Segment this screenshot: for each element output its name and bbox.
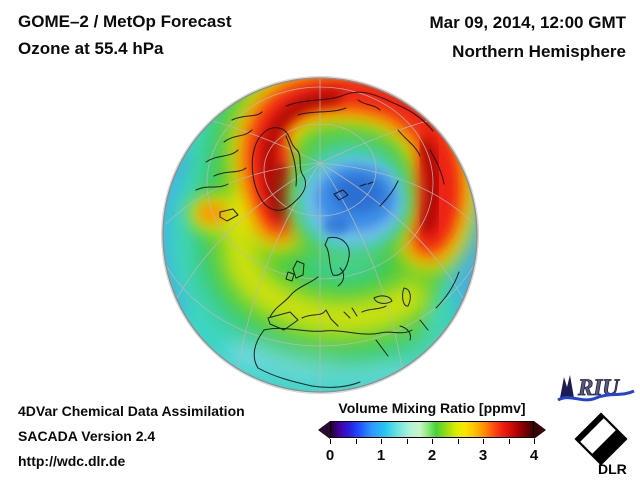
- coastline-kara-laptev: [397, 129, 445, 185]
- dlr-logo-text: DLR: [598, 461, 627, 476]
- colorbar: Volume Mixing Ratio [ppmv] 0 1 2 3 4: [318, 400, 546, 464]
- colorbar-tick-label: 0: [325, 447, 335, 464]
- coastline-greenland: [251, 127, 306, 211]
- attribution-line1: 4DVar Chemical Data Assimilation: [18, 403, 245, 419]
- attribution-block: 4DVar Chemical Data Assimilation SACADA …: [18, 399, 245, 474]
- coastlines: [195, 91, 460, 388]
- colorbar-minor-tick: [457, 439, 459, 444]
- coastline-west-europe: [269, 276, 319, 318]
- coastline-mediterranean: [301, 305, 387, 327]
- plot-subtitle: Ozone at 55.4 hPa: [18, 39, 164, 58]
- iceland-orange: [197, 201, 227, 225]
- darkred-core-right: [417, 137, 441, 235]
- colorbar-minor-tick: [381, 439, 382, 444]
- colorbar-tick-label: 2: [427, 447, 437, 464]
- yellow-band-bottom: [221, 188, 430, 337]
- coastline-novaya-zemlya: [379, 180, 399, 207]
- coastline-arabia: [375, 319, 429, 357]
- colorbar-tick-label: 4: [529, 447, 539, 464]
- colorbar-left-arrow: [318, 420, 330, 439]
- plot-datetime-block: Mar 09, 2014, 12:00 GMT Northern Hemisph…: [429, 8, 626, 66]
- coastline-svalbard: [333, 181, 374, 201]
- coastline-uk-ireland: [285, 260, 305, 282]
- ozone-field: [163, 78, 477, 392]
- coastline-siberia-alaska: [285, 91, 434, 132]
- coastline-iberia: [267, 311, 299, 331]
- riu-wave-icon: [557, 389, 635, 402]
- colorbar-gradient: [330, 421, 534, 438]
- colorbar-minor-tick: [483, 439, 484, 444]
- bottom-pale-blue-2: [280, 350, 420, 386]
- coastline-arabian-sea: [435, 271, 460, 309]
- dlr-logo: DLR: [572, 408, 628, 476]
- vortex-deep-spot: [323, 217, 349, 235]
- coastline-canadian-arctic: [195, 111, 263, 191]
- colorbar-minor-tick: [355, 439, 357, 444]
- plot-title: GOME–2 / MetOp Forecast: [18, 12, 232, 31]
- plot-title-block: GOME–2 / MetOp Forecast Ozone at 55.4 hP…: [18, 8, 232, 62]
- colorbar-right-arrow: [534, 420, 546, 439]
- colorbar-labels: 0 1 2 3 4: [326, 447, 538, 464]
- coastline-west-africa: [253, 329, 361, 388]
- globe-limb-outer: [161, 76, 479, 394]
- attribution-line2: SACADA Version 2.4: [18, 428, 156, 444]
- colorbar-minor-tick: [508, 439, 510, 444]
- attribution-url: http://wdc.dlr.de: [18, 453, 126, 469]
- riu-cathedral-icon: [560, 375, 574, 398]
- plot-region: Northern Hemisphere: [452, 42, 626, 61]
- colorbar-minor-tick: [534, 439, 535, 444]
- coastline-caspian: [402, 287, 411, 307]
- colorbar-tick-label: 3: [478, 447, 488, 464]
- dlr-symbol-outline: [574, 412, 628, 466]
- plot-datetime: Mar 09, 2014, 12:00 GMT: [429, 13, 626, 32]
- colorbar-minor-tick: [432, 439, 433, 444]
- colorbar-minor-tick: [330, 439, 331, 444]
- vortex-deep-blue: [332, 175, 384, 213]
- colorbar-ticks: [330, 439, 535, 444]
- globe-limb: [162, 77, 478, 393]
- coastline-north-africa: [263, 327, 413, 335]
- graticule: [163, 78, 477, 392]
- coastline-black-sea: [373, 295, 393, 304]
- coastline-iceland: [219, 208, 239, 222]
- riu-logo: RIU: [557, 375, 635, 402]
- coastline-scandinavia: [324, 236, 350, 287]
- colorbar-tick-label: 1: [376, 447, 386, 464]
- coastline-greenland-fjords: [285, 135, 297, 187]
- colorbar-title: Volume Mixing Ratio [ppmv]: [338, 400, 526, 416]
- colorbar-minor-tick: [406, 439, 408, 444]
